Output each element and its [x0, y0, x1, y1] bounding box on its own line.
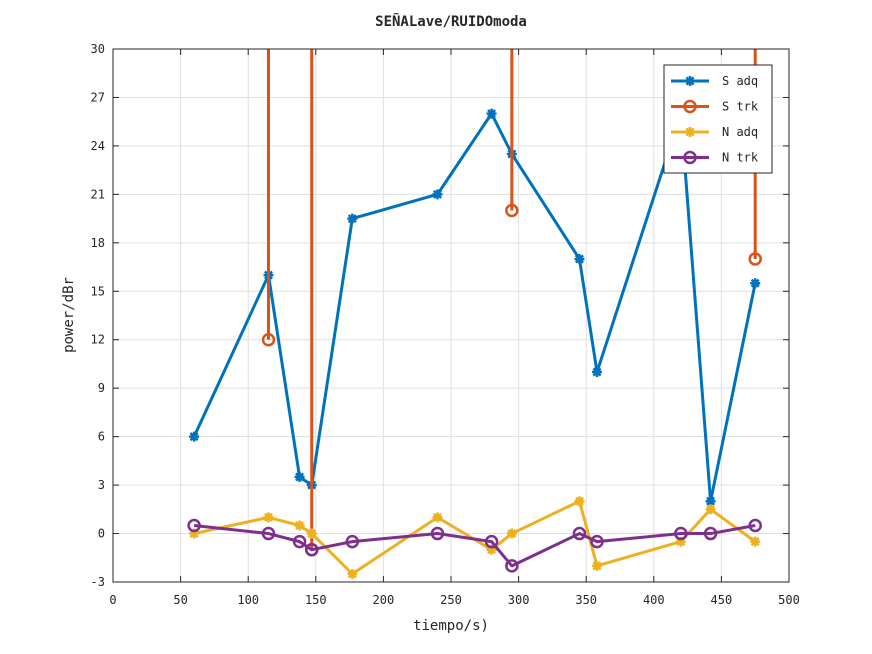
ticks: 0 50 100 150 200 250 300 350 400 450 500 -3 0 3 6 9 12 15…: [91, 42, 800, 607]
x-axis-label: tiempo/s): [413, 618, 489, 634]
data-point: [484, 534, 499, 549]
data-point: [187, 518, 201, 533]
data-point: [263, 512, 274, 523]
x-tick-label: 350: [575, 593, 597, 607]
legend-item: S trk: [671, 100, 759, 114]
y-tick-label: 15: [91, 284, 105, 298]
x-tick-label: 250: [440, 593, 462, 607]
data-point: [189, 528, 200, 539]
data-point: [705, 496, 716, 507]
data-point: [592, 560, 603, 571]
data-point: [750, 536, 761, 547]
data-point: [675, 536, 686, 547]
legend-item: N adq: [671, 125, 758, 139]
data-point: [703, 526, 718, 541]
legend-item: N trk: [671, 151, 759, 165]
legend-marker: [683, 99, 697, 114]
data-point: [748, 518, 762, 533]
legend-label: S trk: [722, 100, 759, 114]
data-point: [261, 526, 276, 541]
x-tick-label: 200: [373, 593, 395, 607]
series-n-adq: [189, 496, 761, 579]
data-point: [505, 203, 519, 218]
data-point: [572, 526, 587, 541]
legend-box: [663, 64, 773, 174]
y-tick-label: 9: [98, 381, 105, 395]
y-tick-label: 3: [98, 478, 105, 492]
data-point: [750, 278, 761, 289]
x-tick-label: 0: [109, 593, 116, 607]
x-tick-label: 150: [305, 593, 327, 607]
data-point: [432, 512, 443, 523]
y-tick-label: 18: [91, 236, 105, 250]
data-point: [590, 534, 604, 549]
legend-marker: [683, 150, 697, 165]
data-point: [347, 213, 358, 224]
x-tick-label: 50: [173, 593, 187, 607]
data-point: [748, 252, 762, 266]
data-point: [486, 108, 497, 119]
data-point: [674, 526, 688, 541]
legend: S adq S trk N adq N trk: [663, 64, 773, 174]
y-tick-label: 27: [91, 90, 105, 104]
x-tick-label: 300: [508, 593, 530, 607]
legend-label: S adq: [722, 74, 758, 88]
x-tick-label: 100: [237, 593, 259, 607]
legend-label: N adq: [722, 125, 758, 139]
series-n-trk: [187, 518, 762, 573]
y-tick-label: 6: [98, 430, 105, 444]
data-point: [592, 367, 603, 378]
data-point: [486, 544, 497, 555]
x-tick-label: 450: [711, 593, 733, 607]
y-tick-label: -3: [91, 575, 105, 589]
data-point: [189, 431, 200, 442]
data-point: [306, 528, 317, 539]
series-line: [193, 523, 756, 568]
x-tick-label: 400: [643, 593, 665, 607]
legend-item: S adq: [671, 74, 758, 88]
data-point: [294, 472, 305, 483]
data-point: [292, 534, 307, 549]
y-tick-label: 21: [91, 187, 105, 201]
data-point: [574, 253, 585, 264]
chart-title: SEÑALave/RUIDOmoda: [375, 13, 527, 30]
legend-label: N trk: [722, 151, 759, 165]
data-point: [304, 542, 319, 557]
data-point: [432, 189, 443, 200]
data-point: [705, 504, 716, 515]
y-axis-label: power/dBr: [61, 277, 77, 353]
x-tick-label: 500: [778, 593, 800, 607]
data-point: [294, 520, 305, 531]
legend-marker: [685, 76, 695, 86]
legend-marker: [685, 127, 695, 137]
data-point: [430, 526, 445, 541]
y-tick-label: 30: [91, 42, 105, 56]
data-point: [347, 568, 358, 579]
y-tick-label: 0: [98, 527, 105, 541]
y-tick-label: 12: [91, 333, 105, 347]
data-point: [345, 534, 360, 549]
data-point: [505, 559, 519, 573]
data-point: [261, 332, 276, 347]
y-tick-label: 24: [91, 139, 105, 153]
data-point: [574, 496, 585, 507]
data-point: [506, 528, 517, 539]
